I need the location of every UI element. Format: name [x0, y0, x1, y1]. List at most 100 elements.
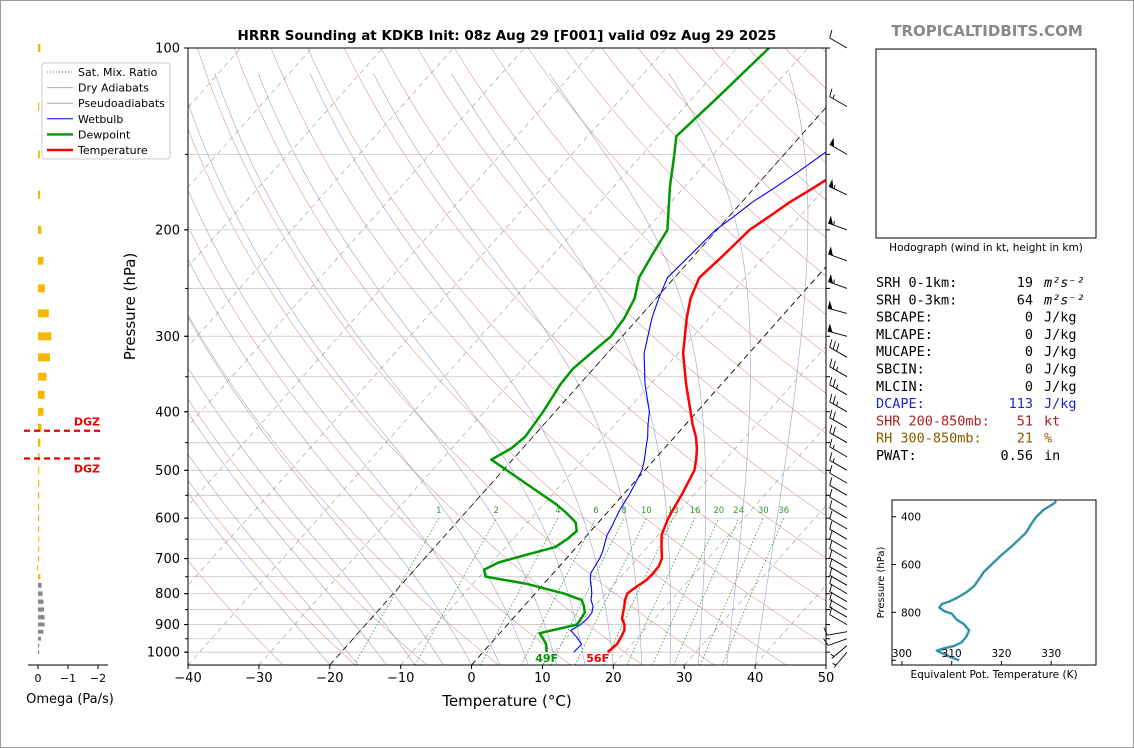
mixing-ratio-line — [626, 518, 696, 665]
barb-half — [832, 94, 835, 99]
x-axis-label: Temperature (°C) — [441, 692, 571, 710]
omega-bar — [38, 556, 40, 562]
omega-bar — [38, 607, 44, 612]
isotherm-line — [400, 186, 826, 665]
barb-shaft — [827, 631, 848, 636]
omega-bar — [38, 643, 40, 648]
barb-flag — [828, 215, 833, 225]
index-row: DCAPE: 113 J/kg — [876, 396, 1077, 412]
isotherm-line — [188, 48, 667, 586]
moist-adiabat-line — [188, 101, 529, 665]
moist-adiabat-line — [188, 453, 359, 665]
barb-full — [829, 465, 833, 474]
dry-adiabat-line — [197, 48, 715, 665]
dry-adiabat-line — [490, 48, 826, 394]
wind-barb — [829, 606, 848, 625]
omega-bar — [38, 256, 44, 265]
dewpoint-profile-line — [482, 48, 770, 653]
wind-barb — [829, 452, 848, 471]
wind-barb — [829, 583, 848, 603]
thetae-y-tick-label: 800 — [901, 607, 921, 619]
moist-adiabat-line — [188, 189, 501, 665]
wind-barb — [829, 29, 848, 49]
isotherm-line — [613, 425, 826, 665]
legend-label: Dry Adiabats — [78, 82, 149, 95]
moist-adiabat-line — [188, 492, 331, 665]
mixing-ratio-label: 4 — [555, 506, 560, 516]
wind-barb — [829, 137, 848, 155]
index-unit: in — [1044, 448, 1060, 464]
barb-full — [829, 393, 833, 402]
y-tick-label: 600 — [155, 512, 180, 527]
index-label: RH 300-850mb: — [876, 431, 982, 447]
omega-bar — [38, 353, 50, 362]
wind-barb — [823, 627, 848, 636]
thetae-x-tick-label: 300 — [892, 648, 912, 660]
barb-shaft — [829, 401, 848, 413]
moist-adiabat-line — [214, 72, 557, 665]
barb-full — [832, 411, 836, 420]
mixing-ratio-line — [699, 518, 764, 665]
moist-adiabat-line — [372, 72, 642, 665]
legend-box — [41, 62, 171, 160]
barb-full — [832, 378, 836, 387]
wind-barb — [829, 358, 848, 378]
wind-barb — [829, 488, 848, 508]
barb-full — [823, 627, 828, 636]
barb-full — [823, 638, 829, 646]
omega-bar — [38, 515, 40, 522]
barb-full — [829, 358, 833, 367]
dry-adiabat-line — [233, 48, 787, 665]
barb-full — [829, 521, 833, 530]
barb-full — [829, 591, 833, 600]
omega-bar — [38, 546, 40, 552]
omega-bar — [38, 190, 41, 199]
omega-axis-label: Omega (Pa/s) — [26, 692, 114, 707]
y-tick-label: 800 — [155, 587, 180, 602]
wind-barb — [829, 521, 848, 540]
moist-adiabat-line — [188, 258, 472, 665]
y-tick-label: 700 — [155, 552, 180, 567]
omega-bar — [38, 44, 41, 52]
moist-adiabat-line — [188, 316, 444, 665]
wind-barb — [829, 549, 848, 569]
index-value: 0 — [1025, 379, 1033, 395]
x-tick-label: 0 — [467, 671, 475, 686]
moist-adiabat-line — [754, 72, 809, 665]
index-value: 0 — [1025, 344, 1033, 360]
wind-barb — [829, 376, 848, 396]
x-tick-label: −30 — [245, 671, 272, 686]
mixing-ratio-line — [574, 518, 647, 665]
barb-shaft — [829, 417, 848, 429]
omega-bar — [38, 225, 42, 234]
dgz-label: DGZ — [74, 463, 100, 476]
barb-full — [829, 500, 833, 509]
wind-barb — [829, 510, 848, 530]
omega-bar — [38, 503, 40, 511]
dry-adiabat-line — [188, 225, 571, 665]
index-value: 21 — [1017, 431, 1033, 447]
barb-shaft — [829, 432, 848, 444]
barb-shaft — [829, 96, 848, 107]
barb-shaft — [829, 557, 848, 569]
index-value: 19 — [1017, 275, 1033, 291]
index-label: SBCIN: — [876, 362, 925, 378]
wind-barb — [829, 438, 848, 458]
barb-full — [829, 531, 833, 540]
isotherm-line — [188, 48, 383, 268]
barb-shaft — [828, 281, 848, 289]
thetae-x-tick-label: 310 — [942, 648, 962, 660]
index-unit: J/kg — [1044, 310, 1077, 326]
index-row: MLCAPE: 0 J/kg — [876, 327, 1077, 343]
surface-temperature-label: 56F — [586, 652, 609, 665]
moist-adiabat-line — [450, 72, 671, 665]
omega-bar — [38, 453, 40, 461]
legend-label: Temperature — [77, 144, 148, 157]
barb-shaft — [829, 566, 848, 578]
mixing-ratio-label: 20 — [713, 506, 724, 516]
isotherm-line — [0, 48, 28, 665]
index-row: PWAT: 0.56 in — [876, 448, 1060, 464]
index-label: PWAT: — [876, 448, 917, 464]
wind-barb — [829, 575, 848, 594]
chart-title: HRRR Sounding at KDKB Init: 08z Aug 29 [… — [238, 28, 777, 44]
